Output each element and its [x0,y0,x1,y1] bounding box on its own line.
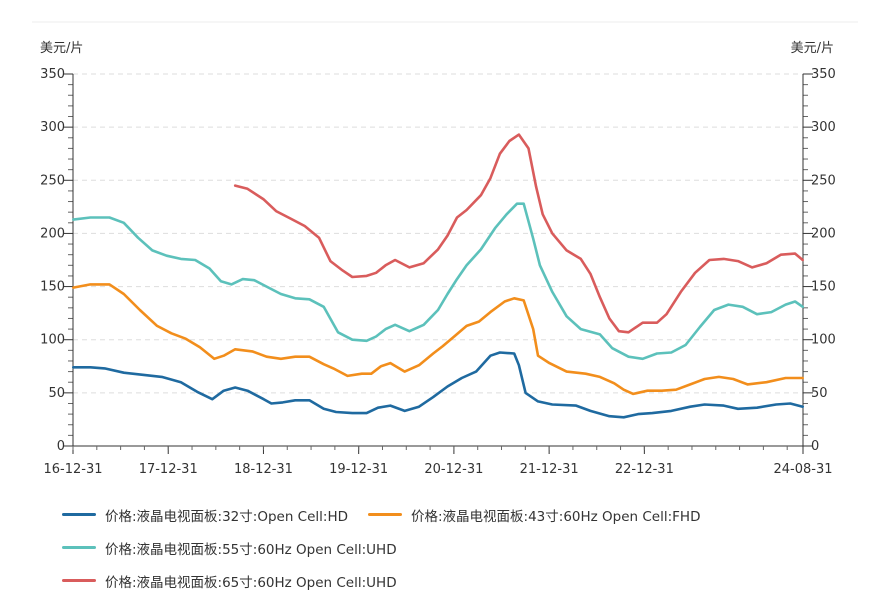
series-lines [72,133,804,419]
y-tick-label-right: 300 [811,120,836,135]
x-tick-label: 16-12-31 [43,462,102,477]
legend-swatch-32 [62,513,96,516]
y-tick-label-left: 200 [40,226,65,241]
y-tick-label-right: 0 [811,439,819,454]
y-tick-label-right: 100 [811,333,836,348]
x-tick-label: 19-12-31 [329,462,388,477]
y-unit-right: 美元/片 [791,41,834,56]
legend-row: 价格:液晶电视面板:32寸:Open Cell:HD 价格:液晶电视面板:43寸… [62,498,862,531]
legend-label-65: 价格:液晶电视面板:65寸:60Hz Open Cell:UHD [105,574,397,591]
y-tick-label-left: 150 [40,280,65,295]
y-tick-label-left: 50 [48,386,65,401]
y-tick-label-left: 250 [40,173,65,188]
legend-swatch-65 [62,579,96,582]
legend-row: 价格:液晶电视面板:55寸:60Hz Open Cell:UHD [62,531,862,564]
y-tick-label-right: 250 [811,173,836,188]
y-tick-label-left: 0 [57,439,65,454]
legend-swatch-55 [62,546,96,549]
legend-item-55[interactable]: 价格:液晶电视面板:55寸:60Hz Open Cell:UHD [62,538,397,558]
x-tick-label: 20-12-31 [424,462,483,477]
series-line-1 [72,283,804,396]
y-tick-label-left: 100 [40,333,65,348]
legend: 价格:液晶电视面板:32寸:Open Cell:HD 价格:液晶电视面板:43寸… [62,498,862,597]
legend-label-43: 价格:液晶电视面板:43寸:60Hz Open Cell:FHD [411,508,701,525]
legend-swatch-43 [368,513,402,516]
x-tick-label: 22-12-31 [615,462,674,477]
legend-label-32: 价格:液晶电视面板:32寸:Open Cell:HD [105,508,348,525]
x-tick-label: 18-12-31 [234,462,293,477]
y-tick-label-right: 50 [811,386,828,401]
legend-item-43[interactable]: 价格:液晶电视面板:43寸:60Hz Open Cell:FHD [368,505,700,525]
y-tick-label-left: 350 [40,67,65,82]
series-line-3 [233,133,804,334]
legend-item-65[interactable]: 价格:液晶电视面板:65寸:60Hz Open Cell:UHD [62,571,397,591]
series-line-0 [72,351,804,419]
x-tick-label: 17-12-31 [139,462,198,477]
y-tick-label-right: 200 [811,226,836,241]
y-tick-label-right: 350 [811,67,836,82]
legend-label-55: 价格:液晶电视面板:55寸:60Hz Open Cell:UHD [105,541,397,558]
axis-labels: 美元/片 美元/片 0 0 50 50 100 100 150 150 200 200 250 250… [40,41,836,477]
x-tick-label: 21-12-31 [520,462,579,477]
y-tick-label-left: 300 [40,120,65,135]
y-unit-left: 美元/片 [40,41,83,56]
axes [63,73,813,454]
y-tick-label-right: 150 [811,280,836,295]
legend-row: 价格:液晶电视面板:65寸:60Hz Open Cell:UHD [62,564,862,597]
grid-lines [73,73,803,394]
x-tick-label: 24-08-31 [773,462,832,477]
series-line-2 [72,202,804,361]
legend-item-32[interactable]: 价格:液晶电视面板:32寸:Open Cell:HD [62,505,348,525]
